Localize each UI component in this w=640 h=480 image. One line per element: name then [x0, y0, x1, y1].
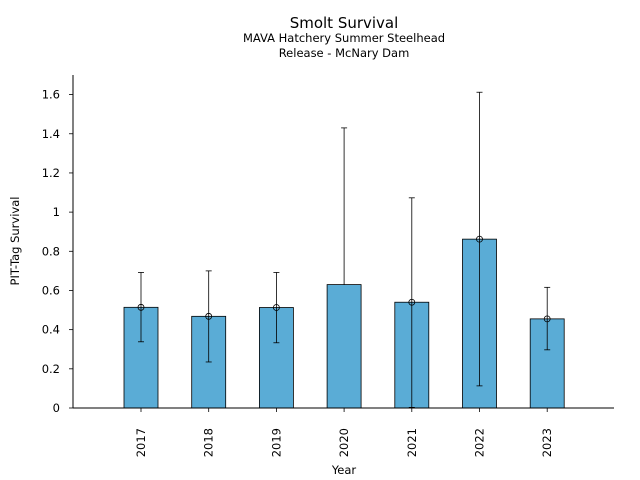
y-tick-label-1: 1 — [53, 205, 60, 219]
y-tick-label-0.6: 0.6 — [42, 283, 60, 297]
y-axis-label: PIT-Tag Survival — [8, 197, 22, 286]
x-tick-label-2022: 2022 — [473, 428, 487, 457]
point-marker-2019 — [272, 304, 280, 311]
x-tick-label-2017: 2017 — [134, 428, 148, 457]
y-tick-label-1.6: 1.6 — [42, 88, 60, 102]
x-axis-label: Year — [331, 463, 357, 477]
point-marker-2018 — [205, 312, 213, 320]
error-bars-layer — [137, 91, 551, 408]
y-tick-label-0.2: 0.2 — [42, 362, 60, 376]
bar-2020 — [326, 284, 362, 409]
x-tick-label-2020: 2020 — [337, 428, 351, 457]
point-marker-2021 — [408, 298, 416, 306]
y-tick-label-0: 0 — [53, 401, 60, 415]
y-tick-label-0.8: 0.8 — [42, 244, 60, 258]
y-tick-label-0.4: 0.4 — [42, 323, 60, 337]
point-marker-2022 — [476, 235, 483, 243]
y-tick-label-1.4: 1.4 — [42, 127, 60, 141]
axes-layer: 2017 2018 2019 2020 2021 2022 2023 0 0.2 0.4 0.6 0.… — [42, 75, 614, 457]
x-tick-label-2018: 2018 — [202, 428, 216, 457]
chart-subtitle-line-2: Release - McNary Dam — [279, 46, 410, 60]
x-tick-label-2019: 2019 — [269, 428, 283, 457]
point-marker-2023 — [543, 315, 551, 323]
x-tick-label-2023: 2023 — [540, 428, 554, 457]
point-marker-2017 — [137, 303, 145, 311]
x-tick-label-2021: 2021 — [405, 428, 419, 457]
chart-subtitle-line-1: MAVA Hatchery Summer Steelhead — [243, 31, 445, 45]
y-tick-label-1.2: 1.2 — [42, 166, 60, 180]
chart-title: Smolt Survival — [290, 14, 399, 32]
